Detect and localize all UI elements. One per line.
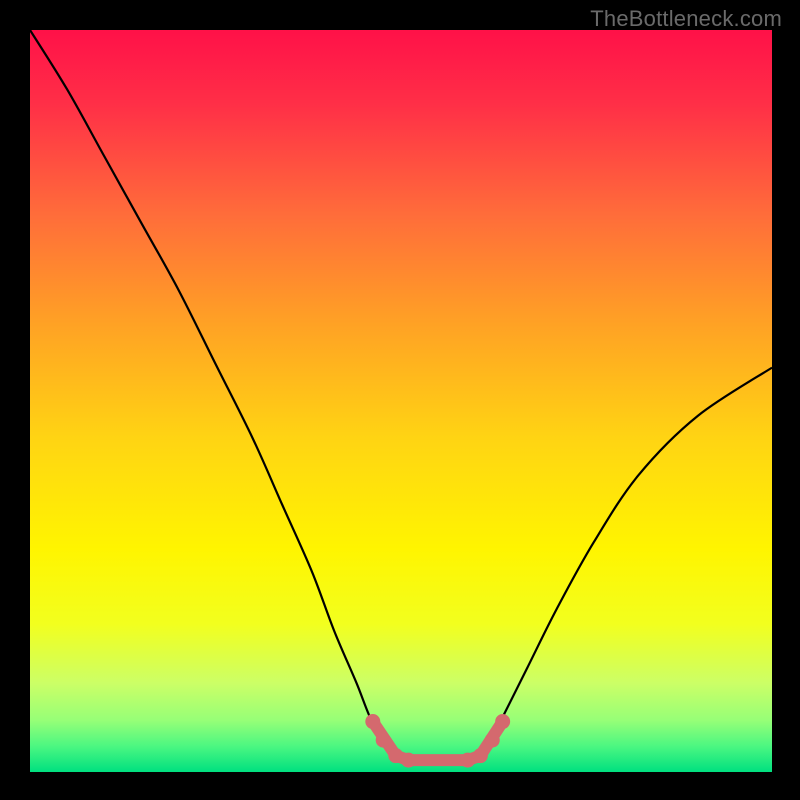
chart-canvas: TheBottleneck.com [0, 0, 800, 800]
gradient-background [30, 30, 772, 772]
watermark-text: TheBottleneck.com [590, 6, 782, 32]
plot-area [30, 30, 772, 772]
